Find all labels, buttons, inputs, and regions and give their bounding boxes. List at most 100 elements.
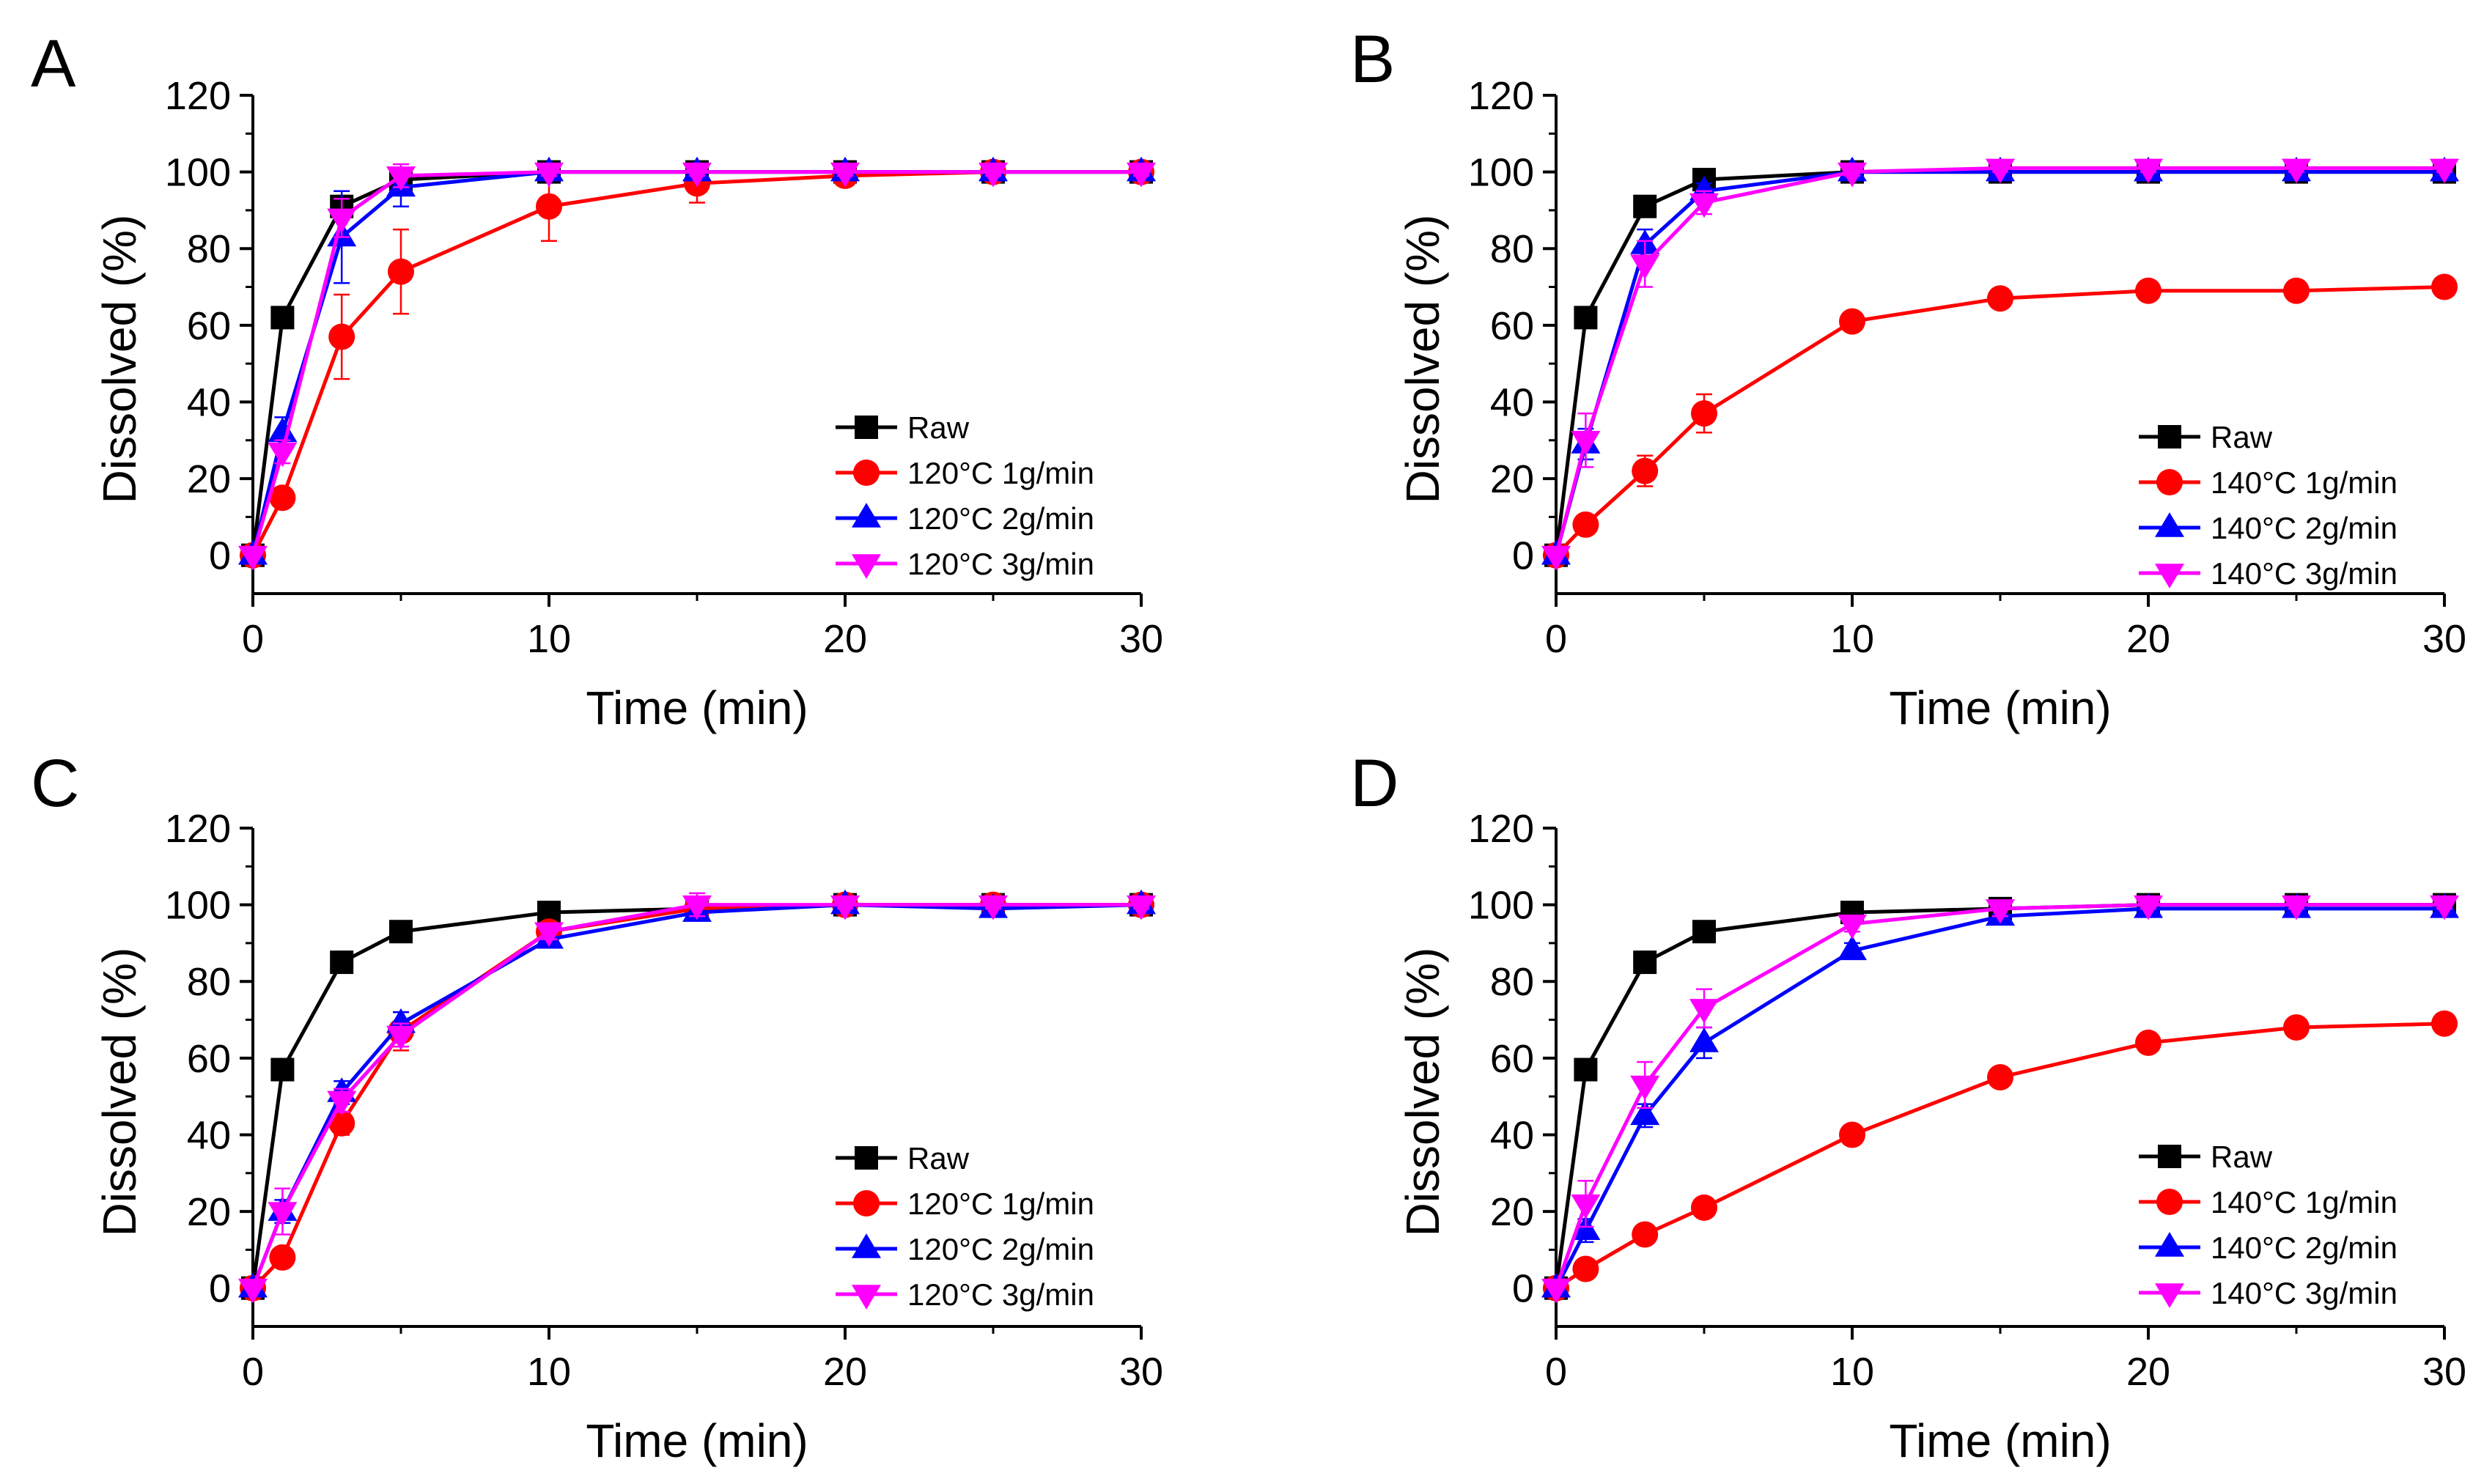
legend-marker (853, 459, 880, 486)
y-tick-label: 100 (165, 151, 231, 195)
data-point (270, 306, 295, 330)
legend-marker (2158, 425, 2181, 448)
chart-panel-b: B 0 20 40 60 80 100 120 0 10 20 30 Time (min) Dissolv… (1350, 22, 2466, 734)
legend-marker (852, 1285, 881, 1310)
legend-label: 120°C 2g/min (907, 501, 1094, 536)
data-point (536, 193, 562, 220)
legend-label: 140°C 1g/min (2211, 1185, 2398, 1219)
legend-marker (855, 416, 878, 439)
x-axis-label: Time (min) (1889, 682, 2111, 734)
data-point (2430, 158, 2459, 184)
data-point (1632, 1221, 1659, 1248)
legend-marker (852, 1233, 881, 1258)
y-axis-label: Dissolved (%) (93, 948, 146, 1237)
series-line (251, 170, 1141, 556)
series-line (251, 170, 1141, 556)
x-tick-label: 20 (2126, 617, 2170, 661)
y-tick-label: 20 (1490, 457, 1534, 501)
legend-label: 140°C 2g/min (2211, 1230, 2398, 1265)
data-point (1541, 545, 1571, 571)
data-point (1839, 1121, 1865, 1148)
data-point (269, 1244, 296, 1271)
data-point (682, 895, 712, 920)
y-tick-label: 100 (165, 884, 231, 928)
y-tick-label: 40 (1490, 380, 1534, 424)
y-tick-label: 20 (187, 1190, 231, 1234)
data-point (1839, 308, 1865, 335)
legend-label: 140°C 1g/min (2211, 465, 2398, 500)
data-point (1630, 254, 1660, 279)
legend-marker (2155, 1283, 2184, 1308)
y-axis-label: Dissolved (%) (1396, 215, 1449, 504)
series-3 (238, 162, 1156, 571)
y-tick-label: 0 (1512, 1267, 1534, 1311)
x-tick-label: 30 (1119, 617, 1163, 661)
y-tick-label: 80 (1490, 227, 1534, 271)
data-point (389, 920, 413, 944)
x-tick-label: 20 (823, 1350, 867, 1394)
data-point (1630, 1100, 1660, 1126)
data-point (2283, 1014, 2310, 1041)
panel-letter: A (31, 26, 76, 101)
data-point (269, 484, 296, 512)
legend-label: 140°C 3g/min (2211, 556, 2398, 591)
x-tick-label: 20 (823, 617, 867, 661)
data-point (1691, 1194, 1717, 1221)
data-point (1541, 1278, 1571, 1304)
data-point (1633, 950, 1657, 975)
data-point (268, 442, 298, 468)
data-point (2282, 895, 2311, 920)
data-point (1986, 899, 2015, 924)
data-point (238, 545, 268, 571)
x-axis-label: Time (min) (586, 1414, 808, 1467)
y-tick-label: 60 (187, 1037, 231, 1081)
series-line (251, 170, 1141, 556)
legend-label: 120°C 3g/min (907, 1277, 1094, 1312)
data-point (1689, 193, 1719, 218)
data-point (1127, 895, 1156, 920)
legend-label: 140°C 2g/min (2211, 511, 2398, 545)
data-point (1572, 511, 1599, 538)
legend-marker (2155, 564, 2184, 588)
data-point (386, 1025, 416, 1051)
legend-marker (2158, 1145, 2181, 1168)
data-point (1986, 158, 2015, 184)
data-point (1572, 1255, 1599, 1282)
data-point (1838, 162, 1867, 188)
x-axis-label: Time (min) (1889, 1414, 2111, 1467)
y-tick-label: 40 (187, 380, 231, 424)
y-tick-label: 120 (1468, 807, 1534, 851)
chart-panel-c: C 0 20 40 60 80 100 120 0 10 20 30 Time (min) Dissolv… (31, 746, 1163, 1467)
series-line (251, 903, 1141, 1290)
y-tick-label: 60 (1490, 1037, 1534, 1081)
x-tick-label: 0 (242, 1350, 264, 1394)
x-tick-label: 30 (2422, 617, 2466, 661)
legend-label: 120°C 2g/min (907, 1232, 1094, 1266)
data-point (270, 1057, 295, 1082)
y-tick-label: 20 (1490, 1190, 1534, 1234)
series-1 (1543, 1010, 2458, 1302)
data-point (1689, 1027, 1719, 1052)
data-point (327, 208, 357, 234)
data-point (2282, 158, 2311, 184)
data-point (268, 1202, 298, 1227)
series-line (251, 903, 1141, 1289)
legend-marker (2155, 512, 2184, 537)
legend-marker (2155, 1232, 2184, 1257)
data-point (1692, 920, 1716, 944)
data-point (328, 1110, 355, 1137)
y-tick-label: 60 (1490, 304, 1534, 348)
legend-marker (2156, 1189, 2183, 1215)
data-point (327, 1090, 357, 1116)
y-tick-label: 0 (1512, 534, 1534, 578)
y-tick-label: 60 (187, 304, 231, 348)
y-tick-label: 20 (187, 457, 231, 501)
x-tick-label: 10 (527, 617, 571, 661)
y-tick-label: 100 (1468, 151, 1534, 195)
y-tick-label: 120 (165, 74, 231, 118)
data-point (2430, 895, 2459, 920)
y-tick-label: 0 (209, 534, 231, 578)
data-point (1127, 162, 1156, 188)
data-point (268, 417, 298, 443)
data-point (978, 162, 1008, 188)
